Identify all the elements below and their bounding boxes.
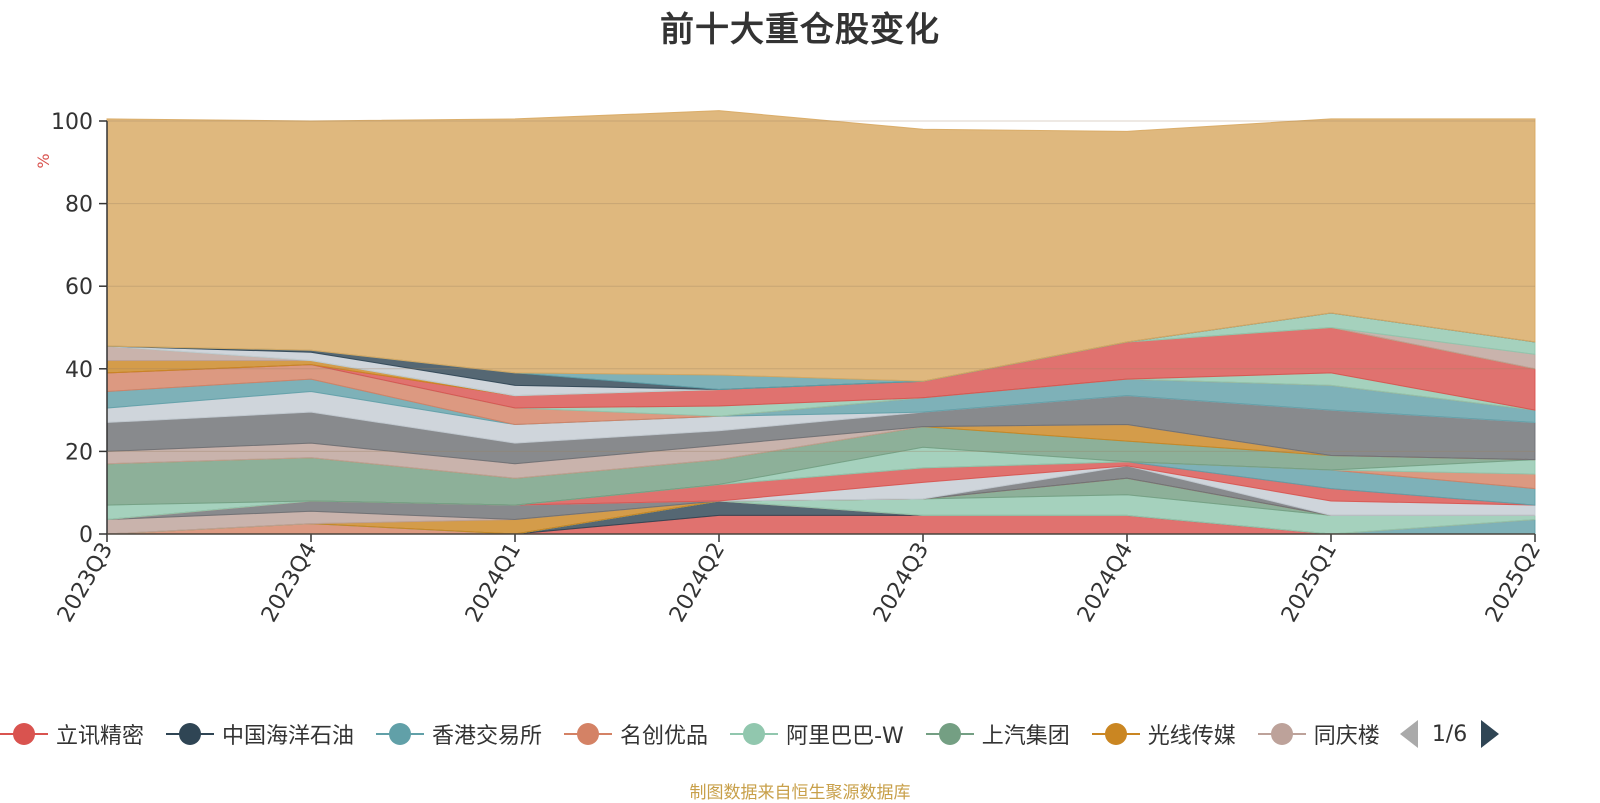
legend-swatch-icon bbox=[925, 721, 974, 747]
stacked-areas bbox=[106, 110, 1536, 535]
legend-swatch-icon bbox=[1257, 721, 1306, 747]
y-tick-label: 80 bbox=[65, 193, 93, 218]
x-tick-label: 2024Q3 bbox=[869, 539, 934, 627]
legend-item-3[interactable]: 名创优品 bbox=[564, 718, 708, 750]
y-tick-label: 20 bbox=[65, 440, 93, 465]
legend-label: 立讯精密 bbox=[56, 724, 145, 749]
legend-item-4[interactable]: 阿里巴巴-W bbox=[730, 718, 904, 750]
legend: 立讯精密 中国海洋石油 香港交易所 名创优品 阿里巴巴-W 上汽集团 光线传媒 同庆楼 1/6 bbox=[0, 714, 1500, 754]
area-series-29 bbox=[106, 110, 1536, 382]
y-tick-label: 60 bbox=[65, 275, 93, 300]
x-tick-label: 2023Q3 bbox=[53, 539, 118, 627]
legend-label: 阿里巴巴-W bbox=[786, 724, 904, 749]
y-tick-label: 100 bbox=[51, 110, 93, 135]
legend-label: 光线传媒 bbox=[1147, 724, 1236, 749]
legend-item-7[interactable]: 同庆楼 bbox=[1257, 718, 1380, 750]
y-tick-label: 0 bbox=[79, 523, 93, 548]
legend-label: 名创优品 bbox=[620, 724, 709, 749]
chart-title: 前十大重仓股变化 bbox=[660, 10, 940, 50]
y-axis-label: % bbox=[34, 153, 53, 168]
legend-items: 立讯精密 中国海洋石油 香港交易所 名创优品 阿里巴巴-W 上汽集团 光线传媒 同庆楼 bbox=[0, 718, 1402, 750]
x-tick-label: 2023Q4 bbox=[257, 539, 322, 627]
legend-label: 上汽集团 bbox=[981, 724, 1070, 749]
y-tick-label: 40 bbox=[65, 358, 93, 383]
legend-item-6[interactable]: 光线传媒 bbox=[1091, 718, 1236, 750]
x-tick-label: 2024Q1 bbox=[461, 539, 526, 627]
pager-page-text: 1/6 bbox=[1431, 721, 1468, 747]
grid-lines bbox=[107, 120, 1535, 535]
pager-next-icon[interactable] bbox=[1481, 720, 1500, 748]
x-tick-label: 2025Q1 bbox=[1277, 539, 1342, 627]
legend-label: 香港交易所 bbox=[432, 724, 543, 749]
legend-item-0[interactable]: 立讯精密 bbox=[0, 718, 144, 750]
legend-label: 同庆楼 bbox=[1313, 724, 1380, 749]
legend-item-2[interactable]: 香港交易所 bbox=[376, 718, 542, 750]
legend-swatch-icon bbox=[564, 721, 613, 747]
legend-swatch-icon bbox=[730, 721, 779, 747]
x-tick-label: 2024Q4 bbox=[1073, 539, 1138, 627]
legend-pager: 1/6 bbox=[1399, 720, 1500, 748]
x-tick-label: 2024Q2 bbox=[665, 539, 730, 627]
legend-item-5[interactable]: 上汽集团 bbox=[925, 718, 1070, 750]
legend-item-1[interactable]: 中国海洋石油 bbox=[166, 718, 354, 750]
legend-swatch-icon bbox=[1091, 721, 1140, 747]
legend-swatch-icon bbox=[376, 721, 425, 747]
legend-swatch-icon bbox=[0, 721, 48, 747]
legend-swatch-icon bbox=[166, 721, 215, 747]
legend-label: 中国海洋石油 bbox=[222, 724, 355, 749]
x-tick-label: 2025Q2 bbox=[1481, 539, 1546, 627]
source-note: 制图数据来自恒生聚源数据库 bbox=[689, 783, 911, 803]
pager-prev-icon[interactable] bbox=[1399, 720, 1418, 748]
